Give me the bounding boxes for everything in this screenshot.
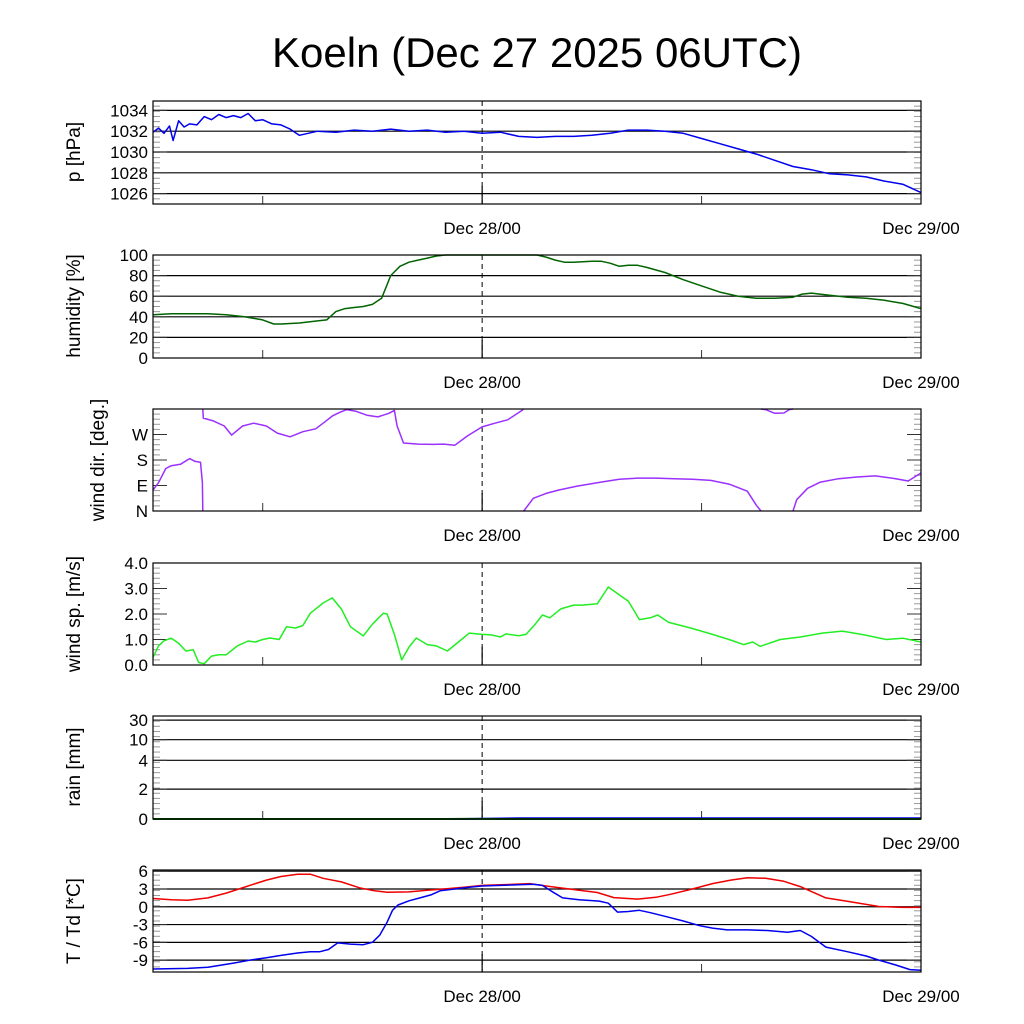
plot-frame <box>152 408 922 512</box>
y-axis-label: wind dir. [deg.] <box>88 399 109 523</box>
x-tick-label: Dec 29/00 <box>882 680 960 699</box>
y-tick-label: 1028 <box>110 164 148 183</box>
y-tick-label: 0.0 <box>124 656 148 675</box>
y-tick-label: 2.0 <box>124 605 148 624</box>
y-tick-label: -9 <box>133 951 148 970</box>
y-tick-label: -3 <box>133 916 148 935</box>
y-axis-label: wind sp. [m/s] <box>64 556 85 673</box>
x-tick-label: Dec 29/00 <box>882 834 960 853</box>
y-axis-label: rain [mm] <box>64 727 85 806</box>
x-tick-label: Dec 29/00 <box>882 526 960 545</box>
plot-frame <box>152 100 922 205</box>
y-tick-label: 3 <box>139 880 148 899</box>
x-tick-label: Dec 29/00 <box>882 219 960 238</box>
y-tick-label: 4 <box>139 751 148 770</box>
series-wind-direction <box>202 408 524 447</box>
x-tick-label: Dec 28/00 <box>443 680 521 699</box>
plot-frame <box>152 254 922 359</box>
panel-wind-speed: 0.0 1.0 2.0 3.0 4.0 wind sp. [m/s] Dec 28/00 De… <box>64 554 960 699</box>
y-tick-label: 10 <box>129 731 148 750</box>
y-tick-label: E <box>137 477 148 496</box>
plot-frame <box>152 869 922 973</box>
y-tick-label: W <box>132 426 148 445</box>
y-tick-label: 1030 <box>110 143 148 162</box>
x-tick-label: Dec 29/00 <box>882 987 960 1006</box>
y-tick-label: 4.0 <box>124 554 148 573</box>
series-pressure <box>152 112 922 194</box>
x-tick-label: Dec 28/00 <box>443 987 521 1006</box>
y-tick-label: 60 <box>129 287 148 306</box>
y-tick-label: 1032 <box>110 122 148 141</box>
plot-frame <box>152 715 922 820</box>
y-tick-label: 1026 <box>110 185 148 204</box>
y-tick-label: -6 <box>133 933 148 952</box>
series-wind-direction <box>152 457 204 512</box>
series-wind-speed <box>152 586 922 665</box>
series-t <box>152 873 921 909</box>
chart-title: Koeln (Dec 27 2025 06UTC) <box>272 29 802 76</box>
series-wind-direction <box>522 477 762 512</box>
y-tick-label: 3.0 <box>124 580 148 599</box>
y-tick-label: 0 <box>139 810 148 829</box>
y-axis-label: humidity [%] <box>64 254 85 357</box>
y-tick-label: S <box>137 451 148 470</box>
plot-frame <box>152 562 922 666</box>
x-tick-label: Dec 29/00 <box>882 373 960 392</box>
series-wind-direction <box>760 408 794 415</box>
series-wind-direction <box>792 472 922 512</box>
series-humidity <box>152 254 922 325</box>
y-tick-label: 20 <box>129 328 148 347</box>
y-tick-label: 0 <box>139 349 148 368</box>
series-td <box>152 883 922 971</box>
y-tick-label: 80 <box>129 267 148 286</box>
y-tick-label: 30 <box>129 711 148 730</box>
x-tick-label: Dec 28/00 <box>443 834 521 853</box>
y-axis-label: T / Td [*C] <box>64 878 85 964</box>
x-tick-label: Dec 28/00 <box>443 219 521 238</box>
x-tick-label: Dec 28/00 <box>443 526 521 545</box>
x-tick-label: Dec 28/00 <box>443 373 521 392</box>
y-tick-label: 100 <box>120 246 148 265</box>
panel-pressure: 1026 1028 1030 1032 1034 p [hPa] Dec 28/00 Dec … <box>64 100 960 238</box>
y-tick-label: 6 <box>139 862 148 881</box>
y-tick-label: 1.0 <box>124 631 148 650</box>
y-tick-label: N <box>136 502 148 521</box>
y-tick-label: 40 <box>129 308 148 327</box>
y-tick-label: 2 <box>139 780 148 799</box>
y-tick-label: 0 <box>139 898 148 917</box>
y-axis-label: p [hPa] <box>64 122 85 182</box>
y-tick-label: 1034 <box>110 101 148 120</box>
